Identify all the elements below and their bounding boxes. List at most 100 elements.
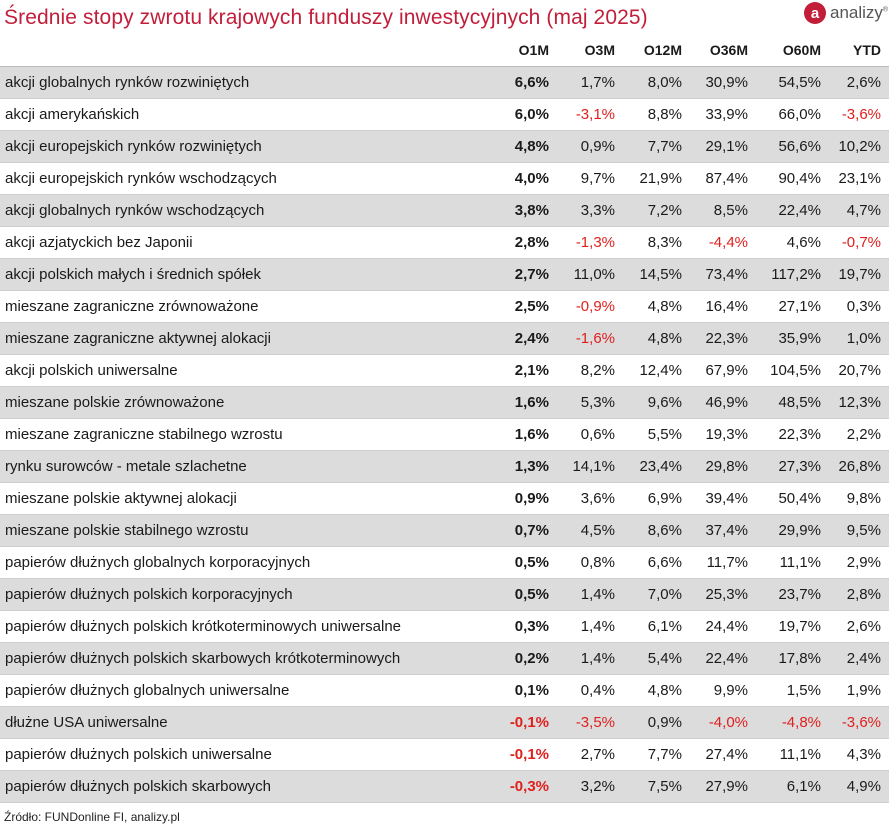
table-row: papierów dłużnych polskich skarbowych kr… bbox=[0, 642, 889, 675]
return-cell-o36m: 22,4% bbox=[690, 642, 756, 675]
return-cell-o3m: -1,6% bbox=[557, 322, 623, 355]
return-cell-o1m: 2,7% bbox=[494, 258, 557, 291]
return-cell-o60m: 11,1% bbox=[756, 738, 829, 771]
return-cell-o12m: 21,9% bbox=[623, 162, 690, 195]
return-cell-o36m: 39,4% bbox=[690, 482, 756, 515]
header-col: YTD bbox=[829, 34, 889, 67]
return-cell-o60m: 22,3% bbox=[756, 418, 829, 451]
fund-category-label: akcji amerykańskich bbox=[0, 98, 494, 131]
table-row: mieszane zagraniczne aktywnej alokacji 2,… bbox=[0, 322, 889, 355]
return-cell-o36m: 67,9% bbox=[690, 354, 756, 387]
fund-category-label: akcji globalnych rynków rozwiniętych bbox=[0, 66, 494, 99]
return-cell-o12m: 6,1% bbox=[623, 610, 690, 643]
return-cell-ytd: -0,7% bbox=[829, 226, 889, 259]
return-cell-o60m: 19,7% bbox=[756, 610, 829, 643]
fund-category-label: papierów dłużnych globalnych korporacyjn… bbox=[0, 546, 494, 579]
return-cell-ytd: 9,5% bbox=[829, 514, 889, 547]
return-cell-o36m: 46,9% bbox=[690, 386, 756, 419]
fund-category-label: mieszane zagraniczne zrównoważone bbox=[0, 290, 494, 323]
return-cell-ytd: 23,1% bbox=[829, 162, 889, 195]
return-cell-ytd: 2,9% bbox=[829, 546, 889, 579]
return-cell-ytd: 10,2% bbox=[829, 130, 889, 163]
return-cell-o60m: 27,3% bbox=[756, 450, 829, 483]
return-cell-o12m: 4,8% bbox=[623, 322, 690, 355]
fund-category-label: mieszane zagraniczne aktywnej alokacji bbox=[0, 322, 494, 355]
returns-table: O1M O3M O12M O36M O60M YTD akcji globaln… bbox=[0, 34, 889, 803]
header-col: O3M bbox=[557, 34, 623, 67]
return-cell-o60m: 1,5% bbox=[756, 674, 829, 707]
table-row: akcji amerykańskich 6,0% -3,1% 8,8% 33,9% 66,… bbox=[0, 98, 889, 131]
return-cell-ytd: 20,7% bbox=[829, 354, 889, 387]
return-cell-ytd: 2,2% bbox=[829, 418, 889, 451]
fund-category-label: akcji globalnych rynków wschodzących bbox=[0, 194, 494, 227]
table-row: akcji globalnych rynków wschodzących 3,8%… bbox=[0, 194, 889, 227]
return-cell-o1m: 2,8% bbox=[494, 226, 557, 259]
header-col: O60M bbox=[756, 34, 829, 67]
return-cell-o60m: 27,1% bbox=[756, 290, 829, 323]
return-cell-o3m: -0,9% bbox=[557, 290, 623, 323]
return-cell-o3m: 11,0% bbox=[557, 258, 623, 291]
return-cell-ytd: 2,6% bbox=[829, 610, 889, 643]
return-cell-o12m: 7,7% bbox=[623, 738, 690, 771]
fund-category-label: akcji europejskich rynków wschodzących bbox=[0, 162, 494, 195]
return-cell-o3m: -1,3% bbox=[557, 226, 623, 259]
return-cell-o1m: 4,0% bbox=[494, 162, 557, 195]
return-cell-o36m: 9,9% bbox=[690, 674, 756, 707]
return-cell-o36m: 37,4% bbox=[690, 514, 756, 547]
return-cell-o36m: 27,4% bbox=[690, 738, 756, 771]
return-cell-o1m: 4,8% bbox=[494, 130, 557, 163]
return-cell-o36m: 19,3% bbox=[690, 418, 756, 451]
return-cell-o3m: 5,3% bbox=[557, 386, 623, 419]
table-row: dłużne USA uniwersalne -0,1% -3,5% 0,9% -4,0… bbox=[0, 706, 889, 739]
fund-category-label: papierów dłużnych polskich korporacyjnyc… bbox=[0, 578, 494, 611]
return-cell-o12m: 14,5% bbox=[623, 258, 690, 291]
table-row: mieszane zagraniczne stabilnego wzrostu 1… bbox=[0, 418, 889, 451]
return-cell-ytd: 12,3% bbox=[829, 386, 889, 419]
table-row: rynku surowców - metale szlachetne 1,3% 14… bbox=[0, 450, 889, 483]
return-cell-ytd: 1,9% bbox=[829, 674, 889, 707]
table-row: mieszane polskie aktywnej alokacji 0,9% 3,… bbox=[0, 482, 889, 515]
return-cell-o36m: -4,0% bbox=[690, 706, 756, 739]
header-col: O12M bbox=[623, 34, 690, 67]
return-cell-o3m: -3,1% bbox=[557, 98, 623, 131]
return-cell-o36m: 33,9% bbox=[690, 98, 756, 131]
fund-category-label: akcji polskich uniwersalne bbox=[0, 354, 494, 387]
return-cell-o1m: -0,1% bbox=[494, 738, 557, 771]
fund-category-label: papierów dłużnych polskich skarbowych kr… bbox=[0, 642, 494, 675]
return-cell-o3m: 1,7% bbox=[557, 66, 623, 99]
fund-category-label: papierów dłużnych polskich krótkotermino… bbox=[0, 610, 494, 643]
return-cell-o3m: 2,7% bbox=[557, 738, 623, 771]
return-cell-o60m: 104,5% bbox=[756, 354, 829, 387]
table-row: akcji europejskich rynków rozwiniętych 4,… bbox=[0, 130, 889, 163]
analizy-logo: a analizy® bbox=[804, 2, 888, 24]
return-cell-o12m: 4,8% bbox=[623, 290, 690, 323]
return-cell-o1m: 6,0% bbox=[494, 98, 557, 131]
return-cell-o60m: 4,6% bbox=[756, 226, 829, 259]
fund-category-label: akcji europejskich rynków rozwiniętych bbox=[0, 130, 494, 163]
return-cell-o3m: 0,8% bbox=[557, 546, 623, 579]
return-cell-o36m: 27,9% bbox=[690, 770, 756, 803]
return-cell-o12m: 5,5% bbox=[623, 418, 690, 451]
return-cell-o36m: 29,8% bbox=[690, 450, 756, 483]
fund-category-label: rynku surowców - metale szlachetne bbox=[0, 450, 494, 483]
return-cell-o36m: 25,3% bbox=[690, 578, 756, 611]
table-row: akcji azjatyckich bez Japonii 2,8% -1,3% 8,… bbox=[0, 226, 889, 259]
return-cell-o3m: 3,6% bbox=[557, 482, 623, 515]
return-cell-o60m: 29,9% bbox=[756, 514, 829, 547]
return-cell-o1m: -0,3% bbox=[494, 770, 557, 803]
table-row: papierów dłużnych polskich korporacyjnyc… bbox=[0, 578, 889, 611]
table-row: papierów dłużnych polskich krótkotermino… bbox=[0, 610, 889, 643]
fund-category-label: mieszane zagraniczne stabilnego wzrostu bbox=[0, 418, 494, 451]
return-cell-o12m: 6,9% bbox=[623, 482, 690, 515]
header-row: O1M O3M O12M O36M O60M YTD bbox=[0, 34, 889, 67]
return-cell-o3m: 3,2% bbox=[557, 770, 623, 803]
return-cell-o12m: 9,6% bbox=[623, 386, 690, 419]
return-cell-o1m: 0,9% bbox=[494, 482, 557, 515]
fund-category-label: papierów dłużnych polskich uniwersalne bbox=[0, 738, 494, 771]
fund-category-label: dłużne USA uniwersalne bbox=[0, 706, 494, 739]
return-cell-o12m: 7,5% bbox=[623, 770, 690, 803]
table-row: mieszane zagraniczne zrównoważone 2,5% -0,… bbox=[0, 290, 889, 323]
return-cell-ytd: 0,3% bbox=[829, 290, 889, 323]
return-cell-o1m: 0,1% bbox=[494, 674, 557, 707]
fund-category-label: papierów dłużnych globalnych uniwersalne bbox=[0, 674, 494, 707]
